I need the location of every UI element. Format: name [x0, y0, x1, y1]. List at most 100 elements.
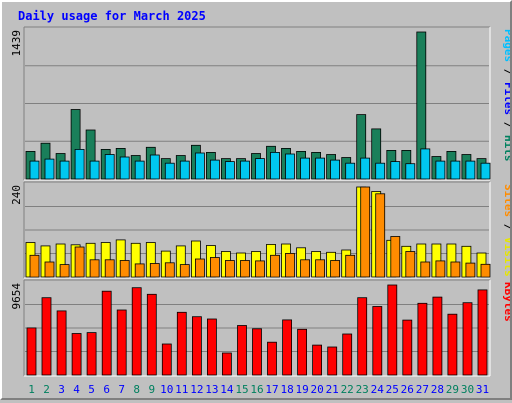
- legend-part: /: [502, 62, 510, 82]
- bar-kbytes: [176, 311, 187, 376]
- bar-sites: [435, 260, 446, 278]
- legend-part: /: [502, 217, 510, 237]
- x-tick-label: 17: [265, 383, 278, 396]
- legend-part: Hits: [502, 135, 510, 162]
- chart-panels: 1439 Pages / Files / Hits 240 Sites / Visit…: [10, 26, 512, 377]
- bar-kbytes: [297, 328, 308, 376]
- legend-part: /: [502, 115, 510, 135]
- bar-sites: [315, 259, 326, 278]
- bar-sites: [480, 263, 491, 278]
- x-tick-label: 21: [326, 383, 339, 396]
- bar-files: [315, 157, 326, 180]
- bar-files: [59, 160, 70, 180]
- bar-kbytes: [372, 306, 383, 376]
- x-tick-label: 9: [148, 383, 155, 396]
- bar-kbytes: [116, 309, 127, 376]
- bar-sites: [149, 263, 160, 278]
- bar-sites: [104, 259, 115, 278]
- x-tick-label: 28: [431, 383, 444, 396]
- bar-sites: [74, 246, 85, 278]
- bar-sites: [270, 254, 280, 278]
- panel-2: 240 Sites / Visits: [10, 181, 512, 279]
- x-tick-label: 2: [43, 383, 50, 396]
- bar-sites: [375, 193, 386, 278]
- bar-files: [300, 157, 311, 180]
- bar-kbytes: [432, 296, 443, 376]
- bar-sites: [59, 264, 70, 278]
- bar-kbytes: [206, 318, 217, 376]
- bar-kbytes: [402, 319, 413, 376]
- bar-kbytes: [312, 344, 323, 376]
- bar-sites: [330, 260, 341, 278]
- y-max-label: 240: [10, 185, 23, 205]
- series-sites: [29, 186, 491, 278]
- series-legend-label: KBytes: [502, 282, 510, 322]
- chart-title: Daily usage for March 2025: [18, 9, 206, 23]
- bar-files: [134, 160, 145, 180]
- bar-sites: [224, 260, 235, 278]
- x-tick-label: 16: [250, 383, 263, 396]
- bar-files: [89, 160, 100, 180]
- bar-kbytes: [342, 333, 353, 376]
- series-legend-label: Sites / Visits: [502, 184, 510, 277]
- x-tick-label: 13: [205, 383, 218, 396]
- bar-files: [450, 160, 461, 180]
- x-tick-label: 25: [386, 383, 399, 396]
- x-tick-label: 6: [103, 383, 110, 396]
- y-max-label: 9654: [10, 283, 23, 310]
- bar-sites: [89, 259, 100, 278]
- bar-files: [149, 154, 160, 180]
- x-tick-label: 3: [58, 383, 65, 396]
- bar-kbytes: [191, 316, 202, 376]
- x-tick-label: 8: [133, 383, 140, 396]
- bar-files: [224, 161, 235, 180]
- series-kbytes: [26, 284, 488, 376]
- x-tick-label: 29: [446, 383, 459, 396]
- bar-kbytes: [41, 297, 52, 376]
- bar-files: [405, 163, 416, 180]
- bar-sites: [134, 263, 145, 278]
- bar-files: [345, 162, 356, 180]
- x-tick-label: 26: [401, 383, 414, 396]
- bar-files: [255, 158, 265, 180]
- panel-1: 1439 Pages / Files / Hits: [10, 26, 512, 181]
- bar-sites: [44, 261, 55, 278]
- bar-files: [74, 148, 85, 180]
- bar-sites: [29, 254, 40, 278]
- x-tick-label: 30: [461, 383, 474, 396]
- x-tick-label: 10: [160, 383, 173, 396]
- bar-files: [270, 151, 280, 180]
- bar-sites: [390, 236, 401, 278]
- x-tick-label: 4: [73, 383, 80, 396]
- series-files: [29, 148, 491, 180]
- bar-kbytes: [447, 313, 458, 376]
- bar-files: [209, 159, 220, 180]
- legend-part: KBytes: [502, 282, 510, 322]
- x-tick-label: 5: [88, 383, 95, 396]
- x-tick-label: 7: [118, 383, 125, 396]
- bar-sites: [420, 261, 431, 278]
- bar-sites: [360, 186, 371, 278]
- panel-3: 9654 KBytes: [10, 279, 512, 377]
- bar-kbytes: [221, 352, 232, 376]
- bar-sites: [255, 260, 265, 278]
- x-tick-label: 31: [476, 383, 489, 396]
- legend-part: Files: [502, 82, 510, 115]
- x-tick-label: 27: [416, 383, 429, 396]
- bar-kbytes: [101, 290, 112, 376]
- bar-kbytes: [131, 287, 142, 376]
- bar-kbytes: [282, 319, 293, 376]
- bar-files: [240, 160, 250, 180]
- bar-sites: [405, 251, 416, 278]
- y-max-label: 1439: [10, 30, 23, 57]
- bar-sites: [209, 257, 220, 278]
- bar-files: [194, 152, 205, 180]
- bar-sites: [345, 254, 356, 278]
- x-tick-label: 15: [235, 383, 248, 396]
- x-axis-labels: 1 2 3 4 5 6 7 8 9 10 11 12 13 14 15 16 17 18 19 20 21 22 23 24 2…: [28, 383, 489, 396]
- bar-sites: [300, 259, 311, 278]
- bar-kbytes: [252, 328, 262, 376]
- bar-kbytes: [387, 284, 398, 376]
- bar-kbytes: [161, 343, 172, 376]
